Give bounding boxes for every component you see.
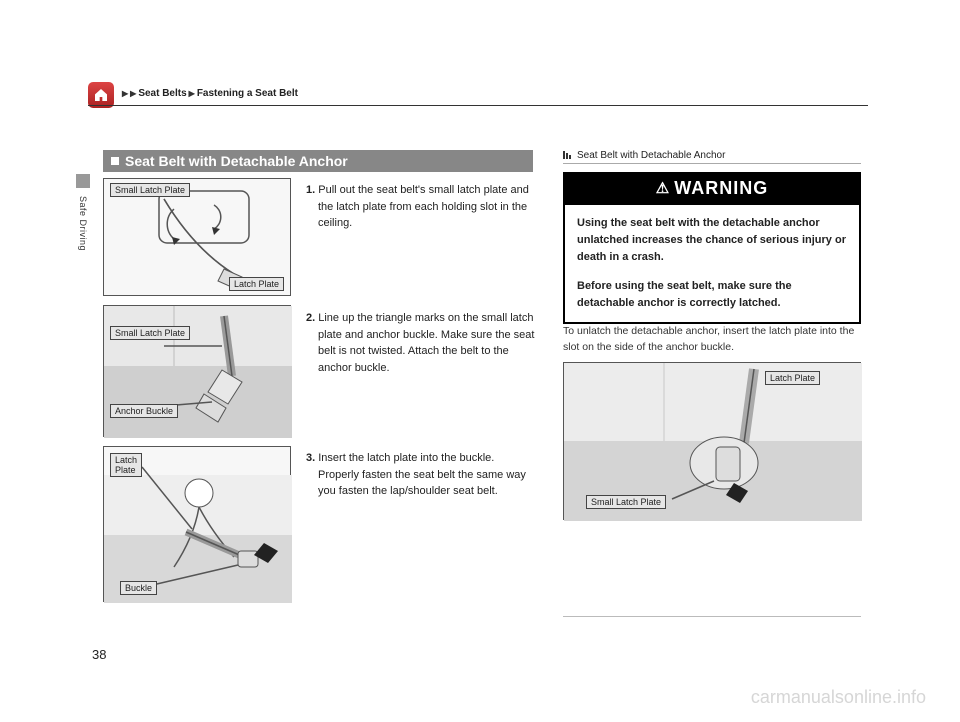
label-latch-plate: Latch Plate xyxy=(229,277,284,291)
section-side-label: Safe Driving xyxy=(78,196,88,251)
label-small-latch-plate: Small Latch Plate xyxy=(110,326,190,340)
warning-paragraph-2: Before using the seat belt, make sure th… xyxy=(577,278,847,312)
step-text: Line up the triangle marks on the small … xyxy=(318,312,534,374)
step-num: 1. xyxy=(306,184,315,196)
bullet-icon xyxy=(111,157,119,165)
label-small-latch-plate: Small Latch Plate xyxy=(110,183,190,197)
label-small-latch-plate: Small Latch Plate xyxy=(586,495,666,509)
step-3: 3. Insert the latch plate into the buckl… xyxy=(306,450,538,500)
right-column-rule xyxy=(563,616,861,617)
step-2: 2. Line up the triangle marks on the sma… xyxy=(306,310,538,376)
step-num: 2. xyxy=(306,312,315,324)
right-column-header: Seat Belt with Detachable Anchor xyxy=(563,150,861,164)
label-latch-plate: Latch Plate xyxy=(110,453,142,477)
chevron-icon: ▶ xyxy=(189,89,195,98)
warning-box: ⚠WARNING Using the seat belt with the de… xyxy=(563,172,861,324)
section-header: Seat Belt with Detachable Anchor xyxy=(103,150,533,172)
illustration-3: Latch Plate Buckle xyxy=(103,446,291,602)
step-num: 3. xyxy=(306,452,315,464)
section-title: Seat Belt with Detachable Anchor xyxy=(125,153,348,169)
warning-title-text: WARNING xyxy=(674,178,768,198)
breadcrumb-level1: Seat Belts xyxy=(138,88,186,99)
breadcrumb-level2: Fastening a Seat Belt xyxy=(197,88,298,99)
step-1: 1. Pull out the seat belt's small latch … xyxy=(306,182,538,232)
label-latch-plate: Latch Plate xyxy=(765,371,820,385)
step-text: Insert the latch plate into the buckle. … xyxy=(318,452,526,497)
warning-paragraph-1: Using the seat belt with the detachable … xyxy=(577,215,847,266)
info-icon xyxy=(563,151,573,159)
chevron-icon: ▶ xyxy=(130,89,136,98)
right-column-note: To unlatch the detachable anchor, insert… xyxy=(563,324,861,356)
illustration-2: Small Latch Plate Anchor Buckle xyxy=(103,305,291,437)
chevron-icon: ▶ xyxy=(122,89,128,98)
step-text: Pull out the seat belt's small latch pla… xyxy=(318,184,529,229)
breadcrumb: ▶▶Seat Belts▶Fastening a Seat Belt xyxy=(122,88,298,99)
right-header-text: Seat Belt with Detachable Anchor xyxy=(577,150,725,161)
label-buckle: Buckle xyxy=(120,581,157,595)
warning-icon: ⚠ xyxy=(656,180,670,197)
illustration-1: Small Latch Plate Latch Plate xyxy=(103,178,291,296)
warning-title: ⚠WARNING xyxy=(565,174,859,205)
page-number: 38 xyxy=(92,647,106,662)
label-anchor-buckle: Anchor Buckle xyxy=(110,404,178,418)
header-rule xyxy=(88,105,868,106)
section-tab xyxy=(76,174,90,188)
illustration-right: Latch Plate Small Latch Plate xyxy=(563,362,861,520)
watermark: carmanualsonline.info xyxy=(751,687,926,708)
